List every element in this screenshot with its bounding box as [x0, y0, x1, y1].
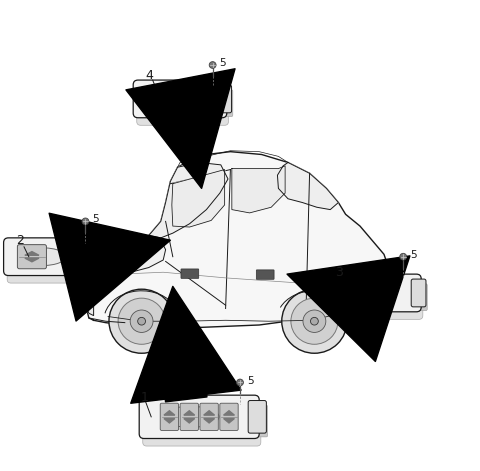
Text: 5: 5: [410, 250, 417, 260]
Ellipse shape: [83, 273, 93, 287]
FancyBboxPatch shape: [139, 395, 259, 439]
FancyBboxPatch shape: [200, 403, 218, 430]
FancyBboxPatch shape: [251, 405, 268, 437]
Polygon shape: [155, 94, 168, 97]
Circle shape: [118, 298, 165, 344]
FancyBboxPatch shape: [133, 80, 227, 118]
Polygon shape: [25, 258, 39, 262]
Circle shape: [291, 298, 338, 344]
Polygon shape: [232, 166, 285, 213]
Polygon shape: [224, 419, 234, 423]
FancyBboxPatch shape: [413, 284, 427, 311]
Polygon shape: [85, 302, 94, 316]
FancyBboxPatch shape: [87, 243, 102, 270]
FancyBboxPatch shape: [143, 405, 261, 446]
Polygon shape: [164, 411, 175, 415]
FancyBboxPatch shape: [147, 87, 176, 111]
Text: 2: 2: [16, 234, 24, 247]
FancyBboxPatch shape: [160, 403, 179, 430]
Ellipse shape: [346, 284, 390, 302]
Text: 4: 4: [145, 69, 153, 82]
Polygon shape: [349, 288, 363, 292]
FancyBboxPatch shape: [180, 403, 198, 430]
Text: 5: 5: [219, 58, 226, 68]
Polygon shape: [149, 162, 228, 238]
FancyBboxPatch shape: [220, 403, 238, 430]
FancyBboxPatch shape: [217, 85, 231, 113]
Polygon shape: [349, 294, 363, 298]
Circle shape: [82, 218, 89, 225]
Circle shape: [109, 289, 174, 353]
FancyBboxPatch shape: [17, 244, 47, 269]
Ellipse shape: [152, 90, 195, 108]
Circle shape: [209, 62, 216, 68]
Circle shape: [303, 310, 326, 333]
FancyBboxPatch shape: [4, 238, 97, 276]
FancyBboxPatch shape: [248, 400, 266, 433]
Text: 5: 5: [92, 214, 99, 225]
Polygon shape: [277, 162, 338, 210]
Circle shape: [237, 379, 243, 386]
Polygon shape: [172, 170, 225, 227]
Polygon shape: [224, 411, 234, 415]
Polygon shape: [184, 419, 195, 423]
Circle shape: [282, 289, 347, 353]
FancyBboxPatch shape: [327, 274, 421, 312]
FancyBboxPatch shape: [181, 269, 199, 278]
FancyBboxPatch shape: [118, 248, 130, 256]
Circle shape: [400, 253, 407, 260]
Polygon shape: [84, 152, 389, 327]
FancyBboxPatch shape: [378, 265, 388, 288]
Text: 1: 1: [141, 391, 148, 404]
Polygon shape: [204, 419, 215, 423]
FancyBboxPatch shape: [7, 247, 99, 283]
Polygon shape: [25, 252, 39, 255]
FancyBboxPatch shape: [89, 248, 103, 274]
Circle shape: [138, 317, 145, 325]
FancyBboxPatch shape: [331, 284, 423, 319]
FancyBboxPatch shape: [219, 89, 233, 116]
Polygon shape: [94, 236, 166, 287]
Text: 3: 3: [335, 266, 343, 278]
FancyBboxPatch shape: [256, 270, 274, 279]
Polygon shape: [204, 411, 215, 415]
Circle shape: [311, 317, 318, 325]
Polygon shape: [184, 411, 195, 415]
Text: 5: 5: [247, 375, 253, 386]
Ellipse shape: [162, 406, 219, 427]
FancyBboxPatch shape: [137, 89, 228, 125]
FancyBboxPatch shape: [341, 281, 371, 305]
Polygon shape: [155, 100, 168, 104]
Polygon shape: [164, 419, 175, 423]
Ellipse shape: [22, 248, 65, 266]
FancyBboxPatch shape: [411, 279, 426, 307]
Circle shape: [130, 310, 153, 333]
